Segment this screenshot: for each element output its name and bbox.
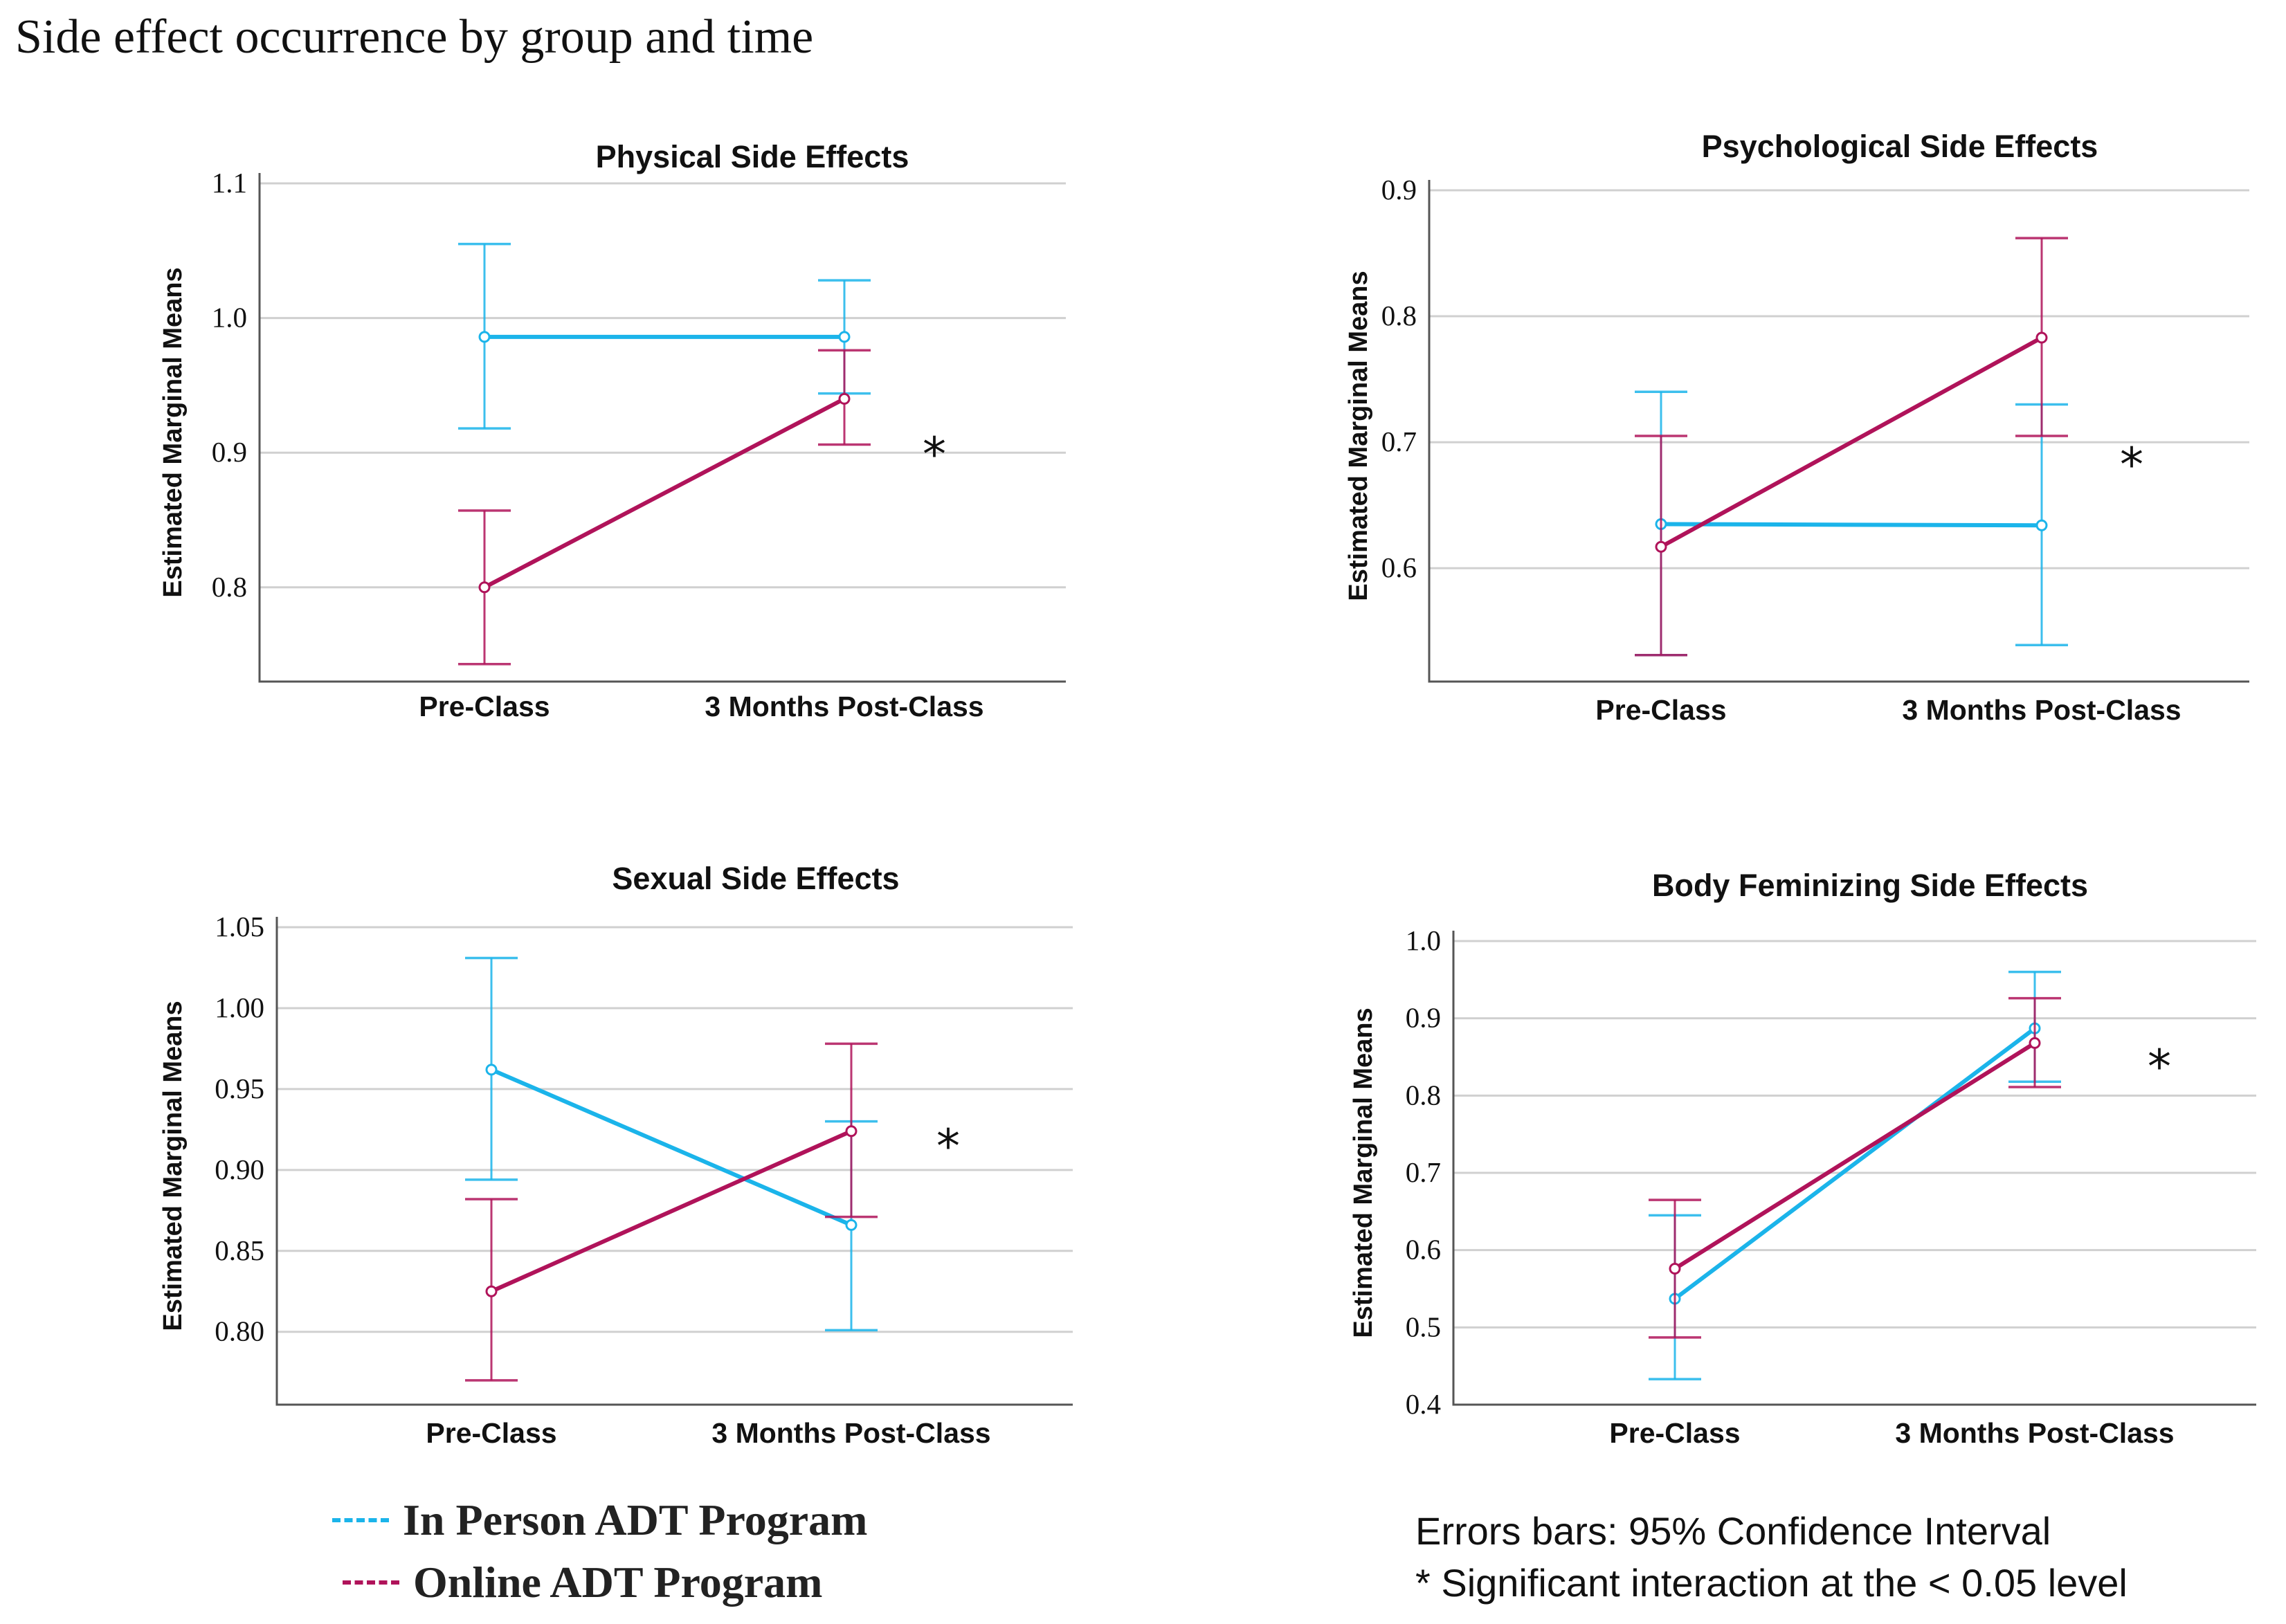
x-category-label: Pre-Class <box>1595 694 1726 726</box>
y-tick-label: 0.8 <box>1381 300 1417 331</box>
axis-line <box>1428 180 2249 683</box>
y-tick-label: 0.90 <box>215 1153 264 1185</box>
y-axis-label: Estimated Marginal Means <box>158 1001 188 1331</box>
x-category-label: 3 Months Post-Class <box>1902 694 2181 726</box>
legend-swatch-in-person <box>332 1518 389 1522</box>
legend-swatch-online <box>343 1580 399 1585</box>
data-point-in-person <box>2035 519 2048 531</box>
series-line-in-person <box>1673 1026 2036 1301</box>
significance-marker: * <box>936 1120 960 1174</box>
y-tick-label: 1.00 <box>215 992 264 1023</box>
series-line-online <box>1660 336 2043 549</box>
chart-title: Body Feminizing Side Effects <box>1652 868 2088 903</box>
legend-label-in-person: In Person ADT Program <box>403 1495 868 1544</box>
significance-marker: * <box>2120 438 2143 493</box>
y-axis-label: Estimated Marginal Means <box>1349 1007 1378 1338</box>
y-tick-label: 1.0 <box>212 302 247 334</box>
data-point-in-person <box>478 331 491 343</box>
chart-title: Physical Side Effects <box>596 139 909 174</box>
y-tick-label: 1.1 <box>212 167 247 199</box>
chart-psychological-side-effects: 0.6 0.7 0.8 0.9 Psychological Side Effects Es… <box>1344 129 2249 726</box>
x-category-label: 3 Months Post-Class <box>711 1417 990 1449</box>
data-point-in-person <box>485 1064 498 1076</box>
page-title: Side effect occurrence by group and time <box>15 10 814 64</box>
x-category-label: 3 Months Post-Class <box>705 691 983 722</box>
data-point-online <box>485 1285 498 1297</box>
y-tick-label: 0.85 <box>215 1234 264 1266</box>
significance-marker: * <box>923 428 946 482</box>
y-tick-label: 1.0 <box>1406 924 1441 956</box>
data-point-online <box>2029 1037 2041 1049</box>
y-tick-label: 1.05 <box>215 911 264 942</box>
axis-line <box>258 173 1066 683</box>
data-point-online <box>2035 331 2048 344</box>
x-category-label: Pre-Class <box>419 691 550 722</box>
y-tick-label: 0.9 <box>1381 174 1417 206</box>
y-tick-label: 0.9 <box>212 436 247 468</box>
data-point-in-person <box>838 331 851 343</box>
series-line-in-person <box>1660 522 2042 528</box>
y-tick-label: 0.8 <box>212 571 247 603</box>
data-point-online <box>1655 540 1667 553</box>
data-point-online <box>478 581 491 594</box>
significance-note: * Significant interaction at the < 0.05 … <box>1415 1561 2128 1605</box>
y-axis-label: Estimated Marginal Means <box>1344 271 1373 601</box>
y-axis-label: Estimated Marginal Means <box>158 267 188 597</box>
y-tick-label: 0.4 <box>1406 1388 1441 1420</box>
series-line-in-person <box>490 1068 853 1228</box>
y-tick-label: 0.95 <box>215 1073 264 1104</box>
y-tick-label: 0.5 <box>1406 1311 1441 1342</box>
x-category-label: Pre-Class <box>426 1417 556 1449</box>
error-bars-note: Errors bars: 95% Confidence Interval <box>1415 1509 2051 1553</box>
chart-title: Psychological Side Effects <box>1702 129 2098 164</box>
y-tick-label: 0.7 <box>1406 1156 1441 1188</box>
series-line-online <box>483 396 846 590</box>
legend-label-online: Online ADT Program <box>413 1558 823 1607</box>
data-point-in-person <box>845 1219 858 1231</box>
axis-line <box>275 917 1073 1406</box>
series-line-online <box>490 1129 853 1294</box>
data-point-online <box>1669 1262 1681 1275</box>
series-line-online <box>1673 1041 2036 1271</box>
chart-physical-side-effects: 0.8 0.9 1.0 1.1 Physical Side Effects Estimat… <box>158 139 1066 722</box>
x-category-label: Pre-Class <box>1609 1417 1740 1449</box>
x-category-label: 3 Months Post-Class <box>1895 1417 2174 1449</box>
data-point-online <box>845 1125 858 1138</box>
chart-sexual-side-effects: 0.80 0.85 0.90 0.95 1.00 1.05 Sexual Side Effe… <box>158 861 1073 1449</box>
y-tick-label: 0.8 <box>1406 1079 1441 1111</box>
axis-line <box>1452 931 2256 1406</box>
y-tick-label: 0.6 <box>1406 1234 1441 1266</box>
data-point-online <box>838 392 851 405</box>
y-tick-label: 0.80 <box>215 1315 264 1347</box>
chart-body-feminizing-side-effects: 0.4 0.5 0.6 0.7 0.8 0.9 1.0 Body Feminizing Sid… <box>1349 868 2256 1449</box>
y-tick-label: 0.6 <box>1381 551 1417 583</box>
significance-marker: * <box>2148 1040 2171 1095</box>
y-tick-label: 0.9 <box>1406 1002 1441 1034</box>
legend-item-online: Online ADT Program <box>343 1557 822 1608</box>
chart-title: Sexual Side Effects <box>612 861 899 896</box>
y-tick-label: 0.7 <box>1381 426 1417 457</box>
legend-item-in-person: In Person ADT Program <box>332 1495 867 1546</box>
